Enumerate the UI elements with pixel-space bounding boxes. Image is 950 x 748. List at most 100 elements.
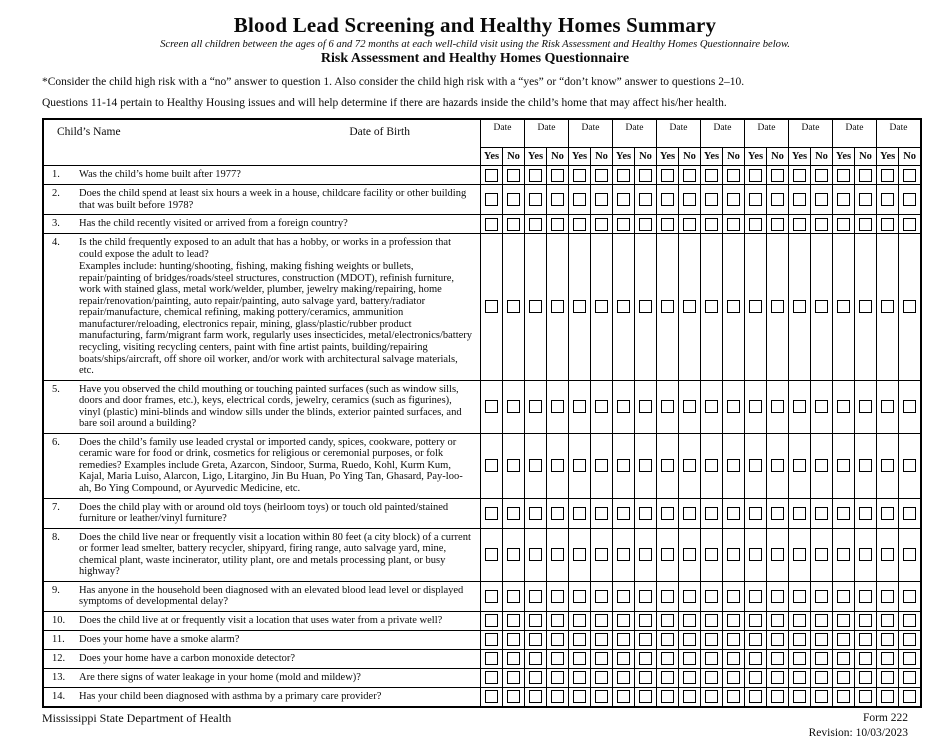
yes-checkbox[interactable] [749, 652, 762, 666]
no-checkbox[interactable] [903, 633, 917, 647]
yes-checkbox[interactable] [793, 459, 806, 473]
yes-checkbox[interactable] [793, 217, 806, 231]
no-checkbox[interactable] [551, 614, 564, 628]
no-checkbox[interactable] [859, 193, 872, 207]
yes-checkbox[interactable] [529, 589, 542, 603]
yes-checkbox[interactable] [529, 193, 542, 207]
no-checkbox[interactable] [859, 506, 872, 520]
no-checkbox[interactable] [639, 548, 652, 562]
yes-checkbox[interactable] [617, 459, 630, 473]
yes-checkbox[interactable] [793, 614, 806, 628]
yes-checkbox[interactable] [573, 168, 586, 182]
no-checkbox[interactable] [859, 300, 872, 314]
yes-checkbox[interactable] [705, 614, 718, 628]
yes-checkbox[interactable] [793, 400, 806, 414]
no-checkbox[interactable] [595, 459, 608, 473]
no-checkbox[interactable] [903, 690, 917, 704]
no-checkbox[interactable] [815, 614, 828, 628]
no-checkbox[interactable] [551, 217, 564, 231]
yes-checkbox[interactable] [661, 633, 674, 647]
yes-checkbox[interactable] [529, 300, 542, 314]
no-checkbox[interactable] [727, 671, 740, 685]
no-checkbox[interactable] [815, 589, 828, 603]
no-checkbox[interactable] [859, 217, 872, 231]
yes-checkbox[interactable] [749, 589, 762, 603]
no-checkbox[interactable] [903, 193, 917, 207]
yes-checkbox[interactable] [661, 506, 674, 520]
no-checkbox[interactable] [859, 459, 872, 473]
yes-checkbox[interactable] [485, 217, 498, 231]
yes-checkbox[interactable] [617, 589, 630, 603]
no-checkbox[interactable] [551, 633, 564, 647]
yes-checkbox[interactable] [661, 652, 674, 666]
yes-checkbox[interactable] [661, 300, 674, 314]
yes-checkbox[interactable] [485, 614, 498, 628]
yes-checkbox[interactable] [749, 193, 762, 207]
no-checkbox[interactable] [903, 217, 917, 231]
no-checkbox[interactable] [815, 652, 828, 666]
yes-checkbox[interactable] [661, 459, 674, 473]
no-checkbox[interactable] [639, 589, 652, 603]
yes-checkbox[interactable] [881, 652, 895, 666]
yes-checkbox[interactable] [837, 400, 850, 414]
no-checkbox[interactable] [771, 614, 784, 628]
yes-checkbox[interactable] [485, 671, 498, 685]
yes-checkbox[interactable] [573, 690, 586, 704]
no-checkbox[interactable] [683, 589, 696, 603]
no-checkbox[interactable] [727, 506, 740, 520]
no-checkbox[interactable] [903, 400, 917, 414]
yes-checkbox[interactable] [837, 690, 850, 704]
yes-checkbox[interactable] [661, 168, 674, 182]
yes-checkbox[interactable] [661, 690, 674, 704]
yes-checkbox[interactable] [485, 548, 498, 562]
no-checkbox[interactable] [551, 193, 564, 207]
no-checkbox[interactable] [727, 614, 740, 628]
yes-checkbox[interactable] [881, 193, 895, 207]
no-checkbox[interactable] [727, 633, 740, 647]
yes-checkbox[interactable] [529, 614, 542, 628]
yes-checkbox[interactable] [485, 459, 498, 473]
yes-checkbox[interactable] [617, 193, 630, 207]
no-checkbox[interactable] [683, 193, 696, 207]
no-checkbox[interactable] [551, 506, 564, 520]
no-checkbox[interactable] [595, 671, 608, 685]
no-checkbox[interactable] [639, 652, 652, 666]
no-checkbox[interactable] [683, 300, 696, 314]
no-checkbox[interactable] [595, 300, 608, 314]
no-checkbox[interactable] [727, 589, 740, 603]
yes-checkbox[interactable] [617, 506, 630, 520]
yes-checkbox[interactable] [749, 506, 762, 520]
yes-checkbox[interactable] [529, 400, 542, 414]
no-checkbox[interactable] [507, 589, 520, 603]
no-checkbox[interactable] [507, 217, 520, 231]
yes-checkbox[interactable] [661, 400, 674, 414]
yes-checkbox[interactable] [705, 400, 718, 414]
no-checkbox[interactable] [903, 614, 917, 628]
no-checkbox[interactable] [551, 459, 564, 473]
yes-checkbox[interactable] [529, 671, 542, 685]
no-checkbox[interactable] [859, 614, 872, 628]
no-checkbox[interactable] [727, 193, 740, 207]
yes-checkbox[interactable] [793, 506, 806, 520]
yes-checkbox[interactable] [837, 614, 850, 628]
no-checkbox[interactable] [639, 690, 652, 704]
yes-checkbox[interactable] [617, 614, 630, 628]
no-checkbox[interactable] [903, 506, 917, 520]
yes-checkbox[interactable] [705, 193, 718, 207]
yes-checkbox[interactable] [837, 506, 850, 520]
no-checkbox[interactable] [683, 400, 696, 414]
no-checkbox[interactable] [639, 217, 652, 231]
no-checkbox[interactable] [727, 217, 740, 231]
no-checkbox[interactable] [683, 548, 696, 562]
yes-checkbox[interactable] [837, 168, 850, 182]
no-checkbox[interactable] [639, 400, 652, 414]
yes-checkbox[interactable] [705, 671, 718, 685]
yes-checkbox[interactable] [793, 300, 806, 314]
no-checkbox[interactable] [815, 506, 828, 520]
yes-checkbox[interactable] [529, 690, 542, 704]
no-checkbox[interactable] [859, 400, 872, 414]
yes-checkbox[interactable] [793, 671, 806, 685]
no-checkbox[interactable] [595, 400, 608, 414]
no-checkbox[interactable] [771, 506, 784, 520]
yes-checkbox[interactable] [661, 217, 674, 231]
